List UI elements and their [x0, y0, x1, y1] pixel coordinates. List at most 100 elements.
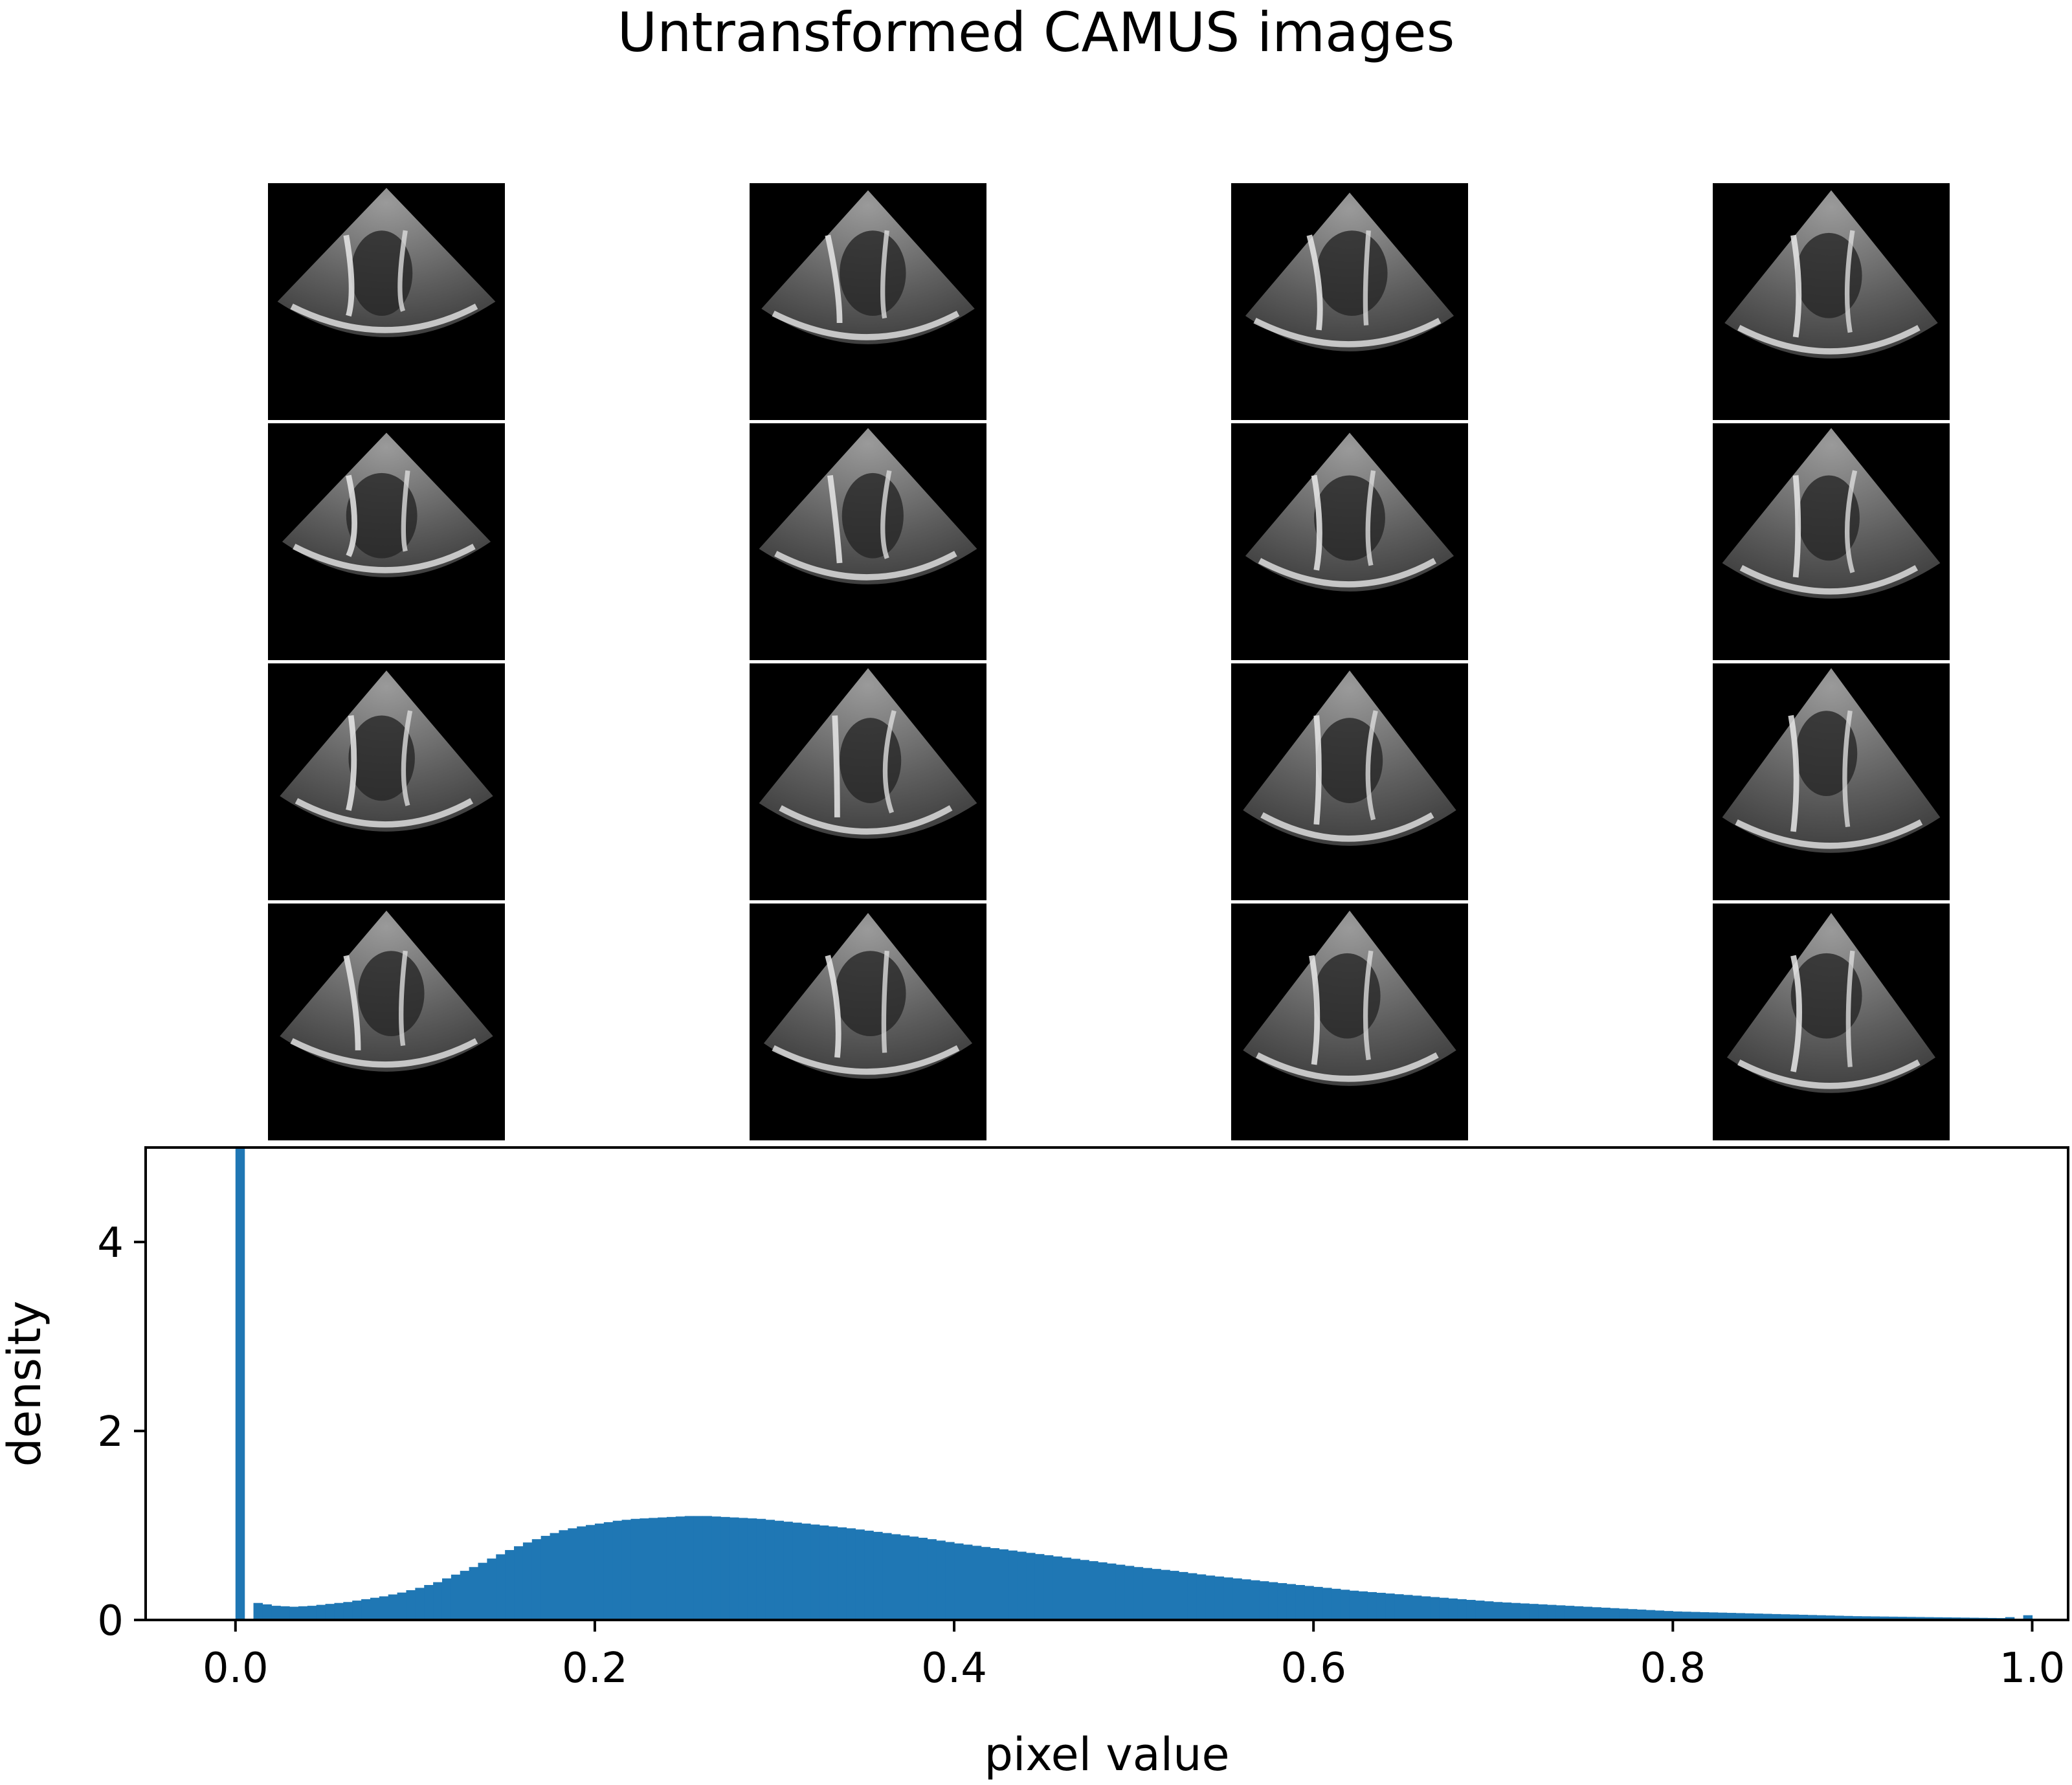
histogram-bar	[1214, 1576, 1225, 1620]
histogram-bar	[640, 1518, 649, 1620]
x-axis-ticks: 0.0 0.2 0.4 0.6 0.8 1.0	[203, 1620, 2065, 1692]
histogram-bar	[702, 1516, 712, 1620]
histogram-bar	[1682, 1612, 1691, 1620]
histogram-bar	[864, 1531, 874, 1620]
histogram-bar	[1933, 1617, 1943, 1620]
histogram-bar	[828, 1526, 838, 1620]
histogram-bar	[1043, 1555, 1054, 1620]
histogram-bar	[873, 1531, 883, 1620]
echo-image	[750, 183, 986, 420]
histogram-bar	[1170, 1571, 1179, 1620]
echo-image	[268, 663, 505, 900]
histogram-bar	[1367, 1591, 1377, 1620]
histogram-bar	[774, 1520, 784, 1620]
histogram-bar	[999, 1549, 1008, 1620]
histogram-bar	[370, 1597, 380, 1620]
histogram-bar	[882, 1533, 892, 1620]
echo-image	[1231, 183, 1468, 420]
histogram-bar	[1232, 1578, 1242, 1620]
histogram-bar	[1439, 1597, 1449, 1620]
histogram-bar	[1421, 1596, 1431, 1620]
histogram-bar	[577, 1526, 586, 1620]
histogram-bar	[1529, 1604, 1539, 1620]
x-tick-label: 0.0	[203, 1645, 269, 1692]
histogram-bar	[1583, 1606, 1593, 1620]
histogram-bar	[621, 1520, 632, 1620]
histogram-bar	[1691, 1612, 1700, 1620]
histogram-bar	[433, 1582, 443, 1620]
histogram-bar	[1789, 1614, 1799, 1620]
histogram-bar	[334, 1602, 344, 1620]
echo-sector-icon	[759, 668, 977, 839]
histogram-bar	[1187, 1573, 1198, 1620]
echo-sector-icon	[280, 670, 493, 832]
histogram-bar	[1115, 1564, 1126, 1620]
echo-sector-icon	[761, 190, 975, 344]
histogram-bar	[1735, 1613, 1745, 1620]
echo-sector-icon	[1243, 910, 1456, 1086]
histogram-bar	[1008, 1550, 1018, 1620]
histogram-bar	[1475, 1601, 1485, 1620]
histogram-bar	[936, 1540, 946, 1620]
histogram-bar	[496, 1554, 506, 1620]
histogram-bar	[1915, 1617, 1925, 1620]
histogram-bar	[1744, 1613, 1754, 1620]
histogram-bar	[1089, 1561, 1098, 1620]
histogram-bar	[658, 1517, 667, 1620]
histogram-bar	[1403, 1595, 1413, 1620]
histogram-bar	[1673, 1611, 1682, 1620]
histogram-bar	[1457, 1599, 1467, 1620]
x-tick-label: 0.4	[921, 1645, 987, 1692]
histogram-bar	[1142, 1568, 1152, 1620]
histogram-bar	[684, 1516, 695, 1620]
histogram-bar	[1268, 1582, 1278, 1620]
histogram-bar	[1080, 1560, 1089, 1620]
histogram-bar	[1555, 1605, 1566, 1620]
histogram-bar	[361, 1599, 371, 1620]
histogram-bar	[1844, 1615, 1853, 1620]
histogram-bar	[460, 1571, 470, 1620]
echo-image	[268, 183, 505, 420]
histogram-bar	[2023, 1615, 2033, 1620]
y-axis-label: density	[0, 1301, 51, 1467]
histogram-bar	[711, 1516, 721, 1620]
echo-sector-icon	[1724, 190, 1938, 359]
histogram-bar	[693, 1516, 704, 1620]
histogram-bar	[271, 1606, 281, 1620]
echo-sector-icon	[1726, 913, 1936, 1093]
histogram-bar	[1098, 1562, 1108, 1620]
histogram-bar	[594, 1524, 605, 1620]
histogram-bar	[1699, 1612, 1710, 1620]
echo-image	[1713, 183, 1950, 420]
x-tick-label: 0.2	[562, 1645, 628, 1692]
histogram-bar	[720, 1516, 730, 1620]
histogram-bar	[730, 1517, 739, 1620]
histogram-bar	[415, 1588, 425, 1620]
histogram-bar	[1259, 1581, 1269, 1620]
histogram-bar	[649, 1518, 658, 1620]
echo-sector-icon	[282, 432, 491, 577]
histogram-bar	[1825, 1615, 1835, 1620]
histogram-bar	[469, 1567, 479, 1620]
histogram-bar	[630, 1518, 640, 1620]
histogram-bar	[289, 1606, 299, 1620]
histogram-bar	[1385, 1593, 1395, 1620]
histogram-bar	[900, 1535, 910, 1620]
histogram-bar	[1511, 1602, 1521, 1620]
histogram-bar	[675, 1516, 685, 1620]
echo-image	[268, 423, 505, 660]
histogram-bar	[1251, 1580, 1260, 1620]
echo-image	[1713, 423, 1950, 660]
histogram-bar	[954, 1543, 964, 1620]
histogram-bar	[1124, 1566, 1135, 1620]
histogram-bar	[1538, 1604, 1548, 1620]
histogram-bar	[1627, 1609, 1638, 1620]
histogram-bar	[540, 1536, 551, 1620]
histogram-bar	[1161, 1569, 1170, 1620]
histogram-bar	[1277, 1583, 1287, 1620]
x-axis-label: pixel value	[984, 1728, 1229, 1781]
echo-image	[750, 663, 986, 900]
histogram-bar	[1780, 1614, 1790, 1620]
histogram-bar	[1852, 1616, 1862, 1620]
